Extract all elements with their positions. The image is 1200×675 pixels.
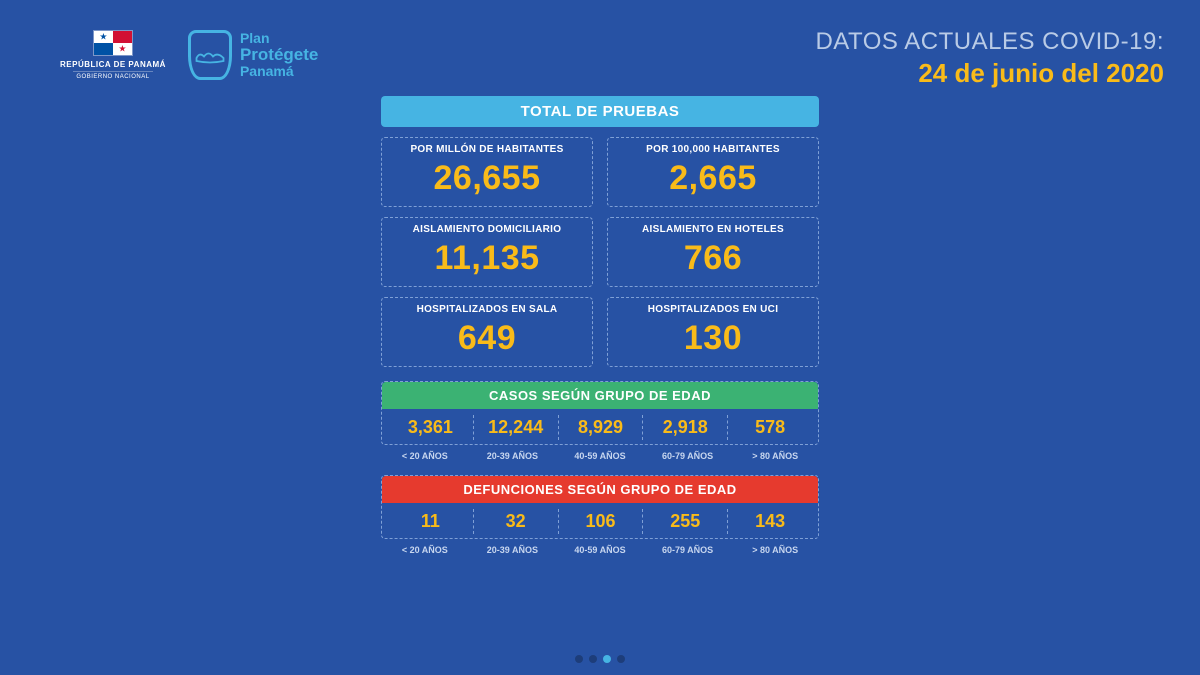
- header-left: ★ ★ REPÚBLICA DE PANAMÁ GOBIERNO NACIONA…: [60, 30, 318, 80]
- panama-flag-icon: ★ ★: [93, 30, 133, 56]
- age-value: 12,244: [473, 415, 558, 440]
- gov-name: REPÚBLICA DE PANAMÁ: [60, 60, 166, 69]
- pager-dot[interactable]: [589, 655, 597, 663]
- stat-value: 26,655: [386, 159, 588, 198]
- deaths-by-age-labels: < 20 AÑOS 20-39 AÑOS 40-59 AÑOS 60-79 AÑ…: [381, 541, 819, 555]
- header-right: DATOS ACTUALES COVID-19: 24 de junio del…: [815, 28, 1164, 89]
- age-value: 11: [388, 509, 473, 534]
- age-value: 143: [727, 509, 812, 534]
- shield-icon: [188, 30, 232, 80]
- age-label: 40-59 AÑOS: [556, 447, 644, 461]
- stat-value: 130: [612, 319, 814, 358]
- age-value: 2,918: [642, 415, 727, 440]
- cases-by-age-section: CASOS SEGÚN GRUPO DE EDAD 3,361 12,244 8…: [381, 381, 819, 445]
- age-label: < 20 AÑOS: [381, 447, 469, 461]
- stat-box-home-isolation: AISLAMIENTO DOMICILIARIO 11,135: [381, 217, 593, 287]
- age-label: 20-39 AÑOS: [469, 447, 557, 461]
- deaths-by-age-section: DEFUNCIONES SEGÚN GRUPO DE EDAD 11 32 10…: [381, 475, 819, 539]
- age-label: > 80 AÑOS: [731, 541, 819, 555]
- cases-by-age-labels: < 20 AÑOS 20-39 AÑOS 40-59 AÑOS 60-79 AÑ…: [381, 447, 819, 461]
- stat-box-hotel-isolation: AISLAMIENTO EN HOTELES 766: [607, 217, 819, 287]
- stat-label: HOSPITALIZADOS EN SALA: [386, 304, 588, 315]
- stat-label: AISLAMIENTO DOMICILIARIO: [386, 224, 588, 235]
- deaths-by-age-title: DEFUNCIONES SEGÚN GRUPO DE EDAD: [382, 476, 818, 503]
- stat-label: POR MILLÓN DE HABITANTES: [386, 144, 588, 155]
- age-value: 3,361: [388, 415, 473, 440]
- pager-dot-active[interactable]: [603, 655, 611, 663]
- age-label: > 80 AÑOS: [731, 447, 819, 461]
- plan-protegete-logo: Plan Protégete Panamá: [188, 30, 318, 80]
- age-value: 255: [642, 509, 727, 534]
- stat-value: 649: [386, 319, 588, 358]
- hospital-row: HOSPITALIZADOS EN SALA 649 HOSPITALIZADO…: [381, 297, 819, 367]
- pager-dot[interactable]: [575, 655, 583, 663]
- age-value: 8,929: [558, 415, 643, 440]
- age-value: 106: [558, 509, 643, 534]
- stat-box-tests-per-100k: POR 100,000 HABITANTES 2,665: [607, 137, 819, 207]
- age-label: 20-39 AÑOS: [469, 541, 557, 555]
- pager-dot[interactable]: [617, 655, 625, 663]
- cases-by-age-title: CASOS SEGÚN GRUPO DE EDAD: [382, 382, 818, 409]
- age-value: 578: [727, 415, 812, 440]
- stat-value: 11,135: [386, 239, 588, 278]
- deaths-by-age-values: 11 32 106 255 143: [382, 503, 818, 538]
- age-label: 40-59 AÑOS: [556, 541, 644, 555]
- cases-by-age-values: 3,361 12,244 8,929 2,918 578: [382, 409, 818, 444]
- government-logo: ★ ★ REPÚBLICA DE PANAMÁ GOBIERNO NACIONA…: [60, 30, 166, 80]
- stat-value: 2,665: [612, 159, 814, 198]
- stat-box-tests-per-million: POR MILLÓN DE HABITANTES 26,655: [381, 137, 593, 207]
- stat-box-hospital-icu: HOSPITALIZADOS EN UCI 130: [607, 297, 819, 367]
- stat-label: AISLAMIENTO EN HOTELES: [612, 224, 814, 235]
- page-title: DATOS ACTUALES COVID-19:: [815, 28, 1164, 56]
- age-value: 32: [473, 509, 558, 534]
- isolation-row: AISLAMIENTO DOMICILIARIO 11,135 AISLAMIE…: [381, 217, 819, 287]
- gov-subtitle: GOBIERNO NACIONAL: [60, 74, 166, 80]
- pagination-dots[interactable]: [575, 655, 625, 663]
- age-label: 60-79 AÑOS: [644, 541, 732, 555]
- stat-label: HOSPITALIZADOS EN UCI: [612, 304, 814, 315]
- stat-box-hospital-ward: HOSPITALIZADOS EN SALA 649: [381, 297, 593, 367]
- plan-text: Plan Protégete Panamá: [240, 31, 318, 78]
- tests-row: POR MILLÓN DE HABITANTES 26,655 POR 100,…: [381, 137, 819, 207]
- stat-value: 766: [612, 239, 814, 278]
- tests-section-title: TOTAL DE PRUEBAS: [381, 96, 819, 127]
- stat-label: POR 100,000 HABITANTES: [612, 144, 814, 155]
- age-label: 60-79 AÑOS: [644, 447, 732, 461]
- main-panel: TOTAL DE PRUEBAS POR MILLÓN DE HABITANTE…: [381, 96, 819, 555]
- page-date: 24 de junio del 2020: [815, 58, 1164, 89]
- age-label: < 20 AÑOS: [381, 541, 469, 555]
